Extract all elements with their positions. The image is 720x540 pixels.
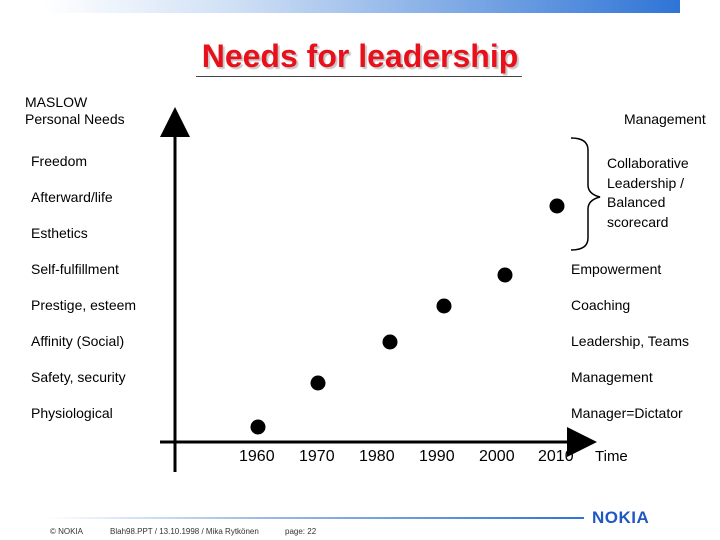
need-prestige-esteem: Prestige, esteem — [31, 297, 137, 313]
need-freedom: Freedom — [31, 153, 88, 169]
footer-file-info: Blah98.PPT / 13.10.1998 / Mika Rytkönen — [110, 527, 259, 536]
mgmt-management: Management — [571, 369, 653, 385]
footer-copyright: © NOKIA — [50, 527, 84, 536]
maslow-header-line2: Personal Needs — [25, 111, 125, 127]
mgmt-collaborative-line3: Balanced — [607, 194, 666, 210]
mgmt-empowerment: Empowerment — [571, 261, 662, 277]
mgmt-collaborative-block: Collaborative Leadership / Balanced scor… — [607, 154, 689, 232]
year-1980: 1980 — [359, 448, 395, 465]
maslow-header: MASLOW Personal Needs — [25, 94, 125, 128]
nokia-logo: NOKIA — [592, 508, 650, 527]
point-1980 — [382, 334, 398, 350]
point-1990 — [436, 298, 452, 314]
curly-brace — [570, 137, 601, 251]
need-self-fulfillment: Self-fulfillment — [31, 261, 119, 277]
mgmt-coaching: Coaching — [571, 297, 631, 313]
need-esthetics: Esthetics — [31, 225, 88, 241]
need-affinity-social: Affinity (Social) — [31, 333, 125, 349]
year-2000: 2000 — [479, 448, 515, 465]
maslow-header-line1: MASLOW — [25, 94, 88, 110]
point-2000 — [497, 267, 513, 283]
slide-title: Needs for leadership — [201, 38, 519, 74]
title-underline — [196, 76, 522, 77]
mgmt-leadership-teams: Leadership, Teams — [571, 333, 690, 349]
year-1960: 1960 — [239, 448, 275, 465]
year-2010: 2010 — [538, 448, 574, 465]
need-safety-security: Safety, security — [31, 369, 126, 385]
year-1990: 1990 — [419, 448, 455, 465]
year-1970: 1970 — [299, 448, 335, 465]
need-physiological: Physiological — [31, 405, 113, 421]
point-1970 — [310, 375, 326, 391]
need-afterward-life: Afterward/life — [31, 189, 113, 205]
management-header: Management — [624, 111, 706, 127]
mgmt-collaborative-line1: Collaborative — [607, 155, 689, 171]
footer-line — [44, 517, 584, 519]
x-axis-label: Time — [595, 448, 628, 465]
top-gradient-bar — [44, 0, 680, 13]
point-2010 — [549, 198, 565, 214]
mgmt-manager-dictator: Manager=Dictator — [571, 405, 683, 421]
footer-page: page: 22 — [285, 527, 317, 536]
mgmt-collaborative-line4: scorecard — [607, 213, 669, 230]
mgmt-collaborative-line2: Leadership / — [607, 174, 685, 191]
point-1960 — [250, 419, 266, 435]
